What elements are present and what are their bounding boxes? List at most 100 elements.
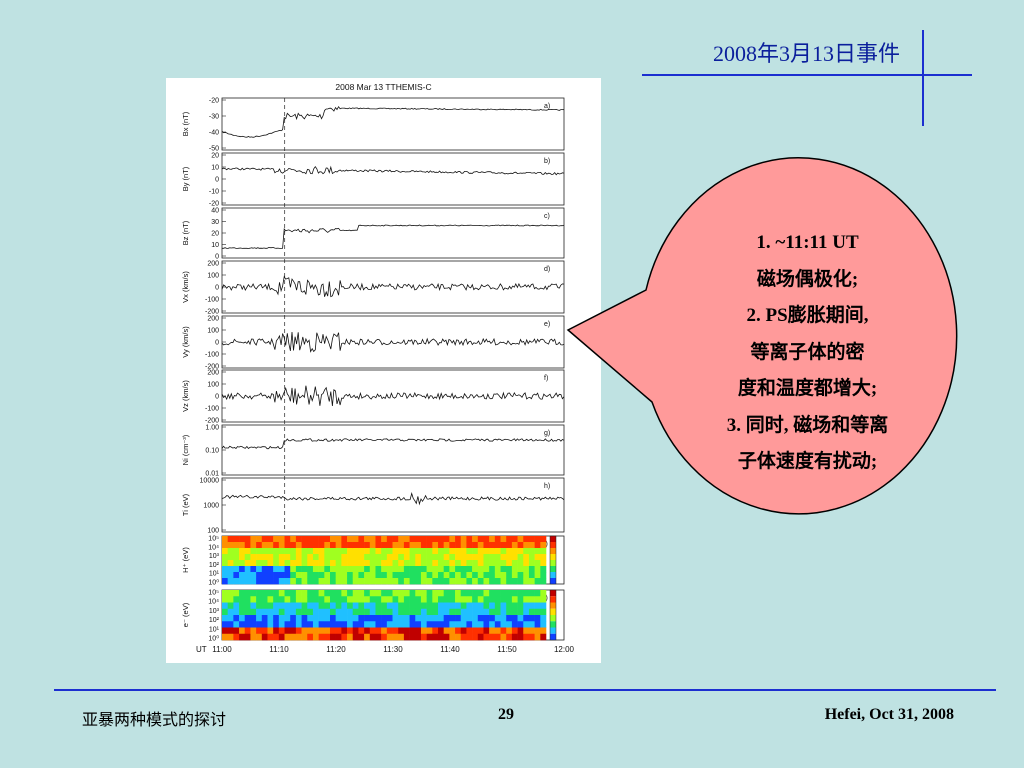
- spectrogram-cell: [381, 554, 388, 561]
- spectrogram-cell: [489, 560, 496, 567]
- spectrogram-cell: [477, 578, 484, 585]
- spectrogram-cell: [517, 554, 524, 561]
- spectrogram-cell: [330, 572, 336, 579]
- spectrogram-cell: [511, 590, 518, 597]
- colorbar-segment: [550, 536, 556, 542]
- spectrogram-cell: [318, 627, 325, 635]
- spectrogram-cell: [386, 627, 393, 635]
- callout-line-7: 子体速度有扰动;: [737, 451, 878, 472]
- spectrogram-cell: [239, 608, 246, 616]
- spectrogram-cell: [494, 608, 501, 616]
- spectrogram-cell: [330, 621, 336, 628]
- spectrogram-cell: [392, 596, 399, 603]
- spectrogram-cell: [403, 554, 410, 561]
- spectrogram-cell: [415, 536, 422, 543]
- spectrogram-cell: [409, 608, 416, 616]
- spectrogram-cell: [420, 627, 427, 635]
- spectrogram-cell: [398, 542, 405, 549]
- spectrogram-cell: [398, 596, 405, 603]
- spectrogram-cell: [534, 608, 541, 616]
- spectrogram-cell: [489, 615, 496, 622]
- spectrogram-cell: [227, 542, 234, 549]
- spectrogram-cell: [222, 627, 228, 635]
- panel-ylabel: Ti (eV): [181, 493, 190, 516]
- spectrogram-cell: [466, 548, 473, 555]
- spectrogram-cell: [358, 615, 365, 622]
- spectrogram-cell: [352, 560, 359, 567]
- spectrogram-cell: [358, 602, 365, 610]
- spectrogram-cell: [312, 554, 319, 561]
- spectrogram-cell: [528, 602, 535, 610]
- spectrogram-cell: [432, 608, 439, 616]
- spectrogram-cell: [312, 608, 319, 616]
- spectrogram-cell: [528, 596, 535, 603]
- spectrogram-cell: [295, 536, 302, 543]
- spectrogram-cell: [534, 590, 541, 597]
- spectrogram-cell: [477, 627, 484, 635]
- spectrogram-cell: [239, 590, 246, 597]
- spectrogram-cell: [500, 615, 507, 622]
- spectrogram-cell: [307, 566, 314, 573]
- spectrogram-cell: [489, 536, 496, 543]
- panel-letter: g): [544, 430, 550, 437]
- spectrogram-cell: [455, 548, 462, 555]
- spectrogram-cell: [420, 602, 427, 610]
- spectrogram-cell: [523, 590, 530, 597]
- spectrogram-cell: [455, 578, 462, 585]
- spectrogram-cell: [494, 578, 501, 585]
- spectrogram-cell: [534, 621, 541, 628]
- spectrogram-cell: [438, 590, 444, 597]
- spectrogram-cell: [466, 536, 473, 543]
- spectrogram-cell: [540, 608, 547, 616]
- spectrogram-cell: [261, 633, 268, 641]
- spectrogram-cell: [449, 633, 456, 641]
- spectrogram-cell: [455, 633, 462, 641]
- spectrogram-cell: [239, 615, 246, 622]
- tick-label: 0: [215, 340, 219, 347]
- spectrogram-cell: [312, 560, 319, 567]
- spectrogram-cell: [341, 560, 348, 567]
- spectrogram-cell: [273, 548, 280, 555]
- spectrogram-cell: [222, 596, 228, 603]
- spectrogram-cell: [483, 627, 490, 635]
- colorbar-segment: [550, 596, 556, 603]
- spectrogram-cell: [472, 578, 479, 585]
- spectrogram-cell: [483, 621, 490, 628]
- spectrogram-cell: [261, 572, 268, 579]
- spectrogram-cell: [307, 572, 314, 579]
- spectrogram-cell: [295, 566, 302, 573]
- spectrogram-cell: [341, 542, 348, 549]
- spectrogram-cell: [438, 627, 444, 635]
- spectrogram-cell: [523, 578, 530, 585]
- spectrogram-cell: [375, 633, 382, 641]
- spectrogram-cell: [375, 560, 382, 567]
- spectrogram-cell: [222, 602, 228, 610]
- spectrogram-cell: [267, 608, 274, 616]
- spectrogram-cell: [381, 536, 388, 543]
- spectrogram-cell: [335, 621, 342, 628]
- spectrogram-cell: [528, 578, 535, 585]
- spectrogram-cell: [278, 627, 285, 635]
- tick-label: 0: [215, 285, 219, 292]
- spectrogram-cell: [347, 536, 354, 543]
- spectrogram-cell: [489, 542, 496, 549]
- spectrogram-cell: [312, 615, 319, 622]
- panel-letter: d): [544, 266, 550, 273]
- spectrogram-cell: [415, 542, 422, 549]
- tick-label: 10³: [209, 608, 220, 615]
- spectrogram-cell: [477, 572, 484, 579]
- spectrogram-cell: [267, 627, 274, 635]
- spectrogram-cell: [426, 572, 433, 579]
- spectrogram-cell: [472, 590, 479, 597]
- spectrogram-cell: [432, 572, 439, 579]
- spectrogram-cell: [318, 542, 325, 549]
- spectrogram-cell: [460, 602, 467, 610]
- spectrogram-cell: [489, 621, 496, 628]
- colorbar-segment: [550, 627, 556, 634]
- spectrogram-cell: [358, 548, 365, 555]
- spectrogram-cell: [403, 621, 410, 628]
- spectrogram-cell: [381, 572, 388, 579]
- spectrogram-cell: [244, 596, 251, 603]
- spectrogram-cell: [472, 602, 479, 610]
- spectrogram-cell: [432, 548, 439, 555]
